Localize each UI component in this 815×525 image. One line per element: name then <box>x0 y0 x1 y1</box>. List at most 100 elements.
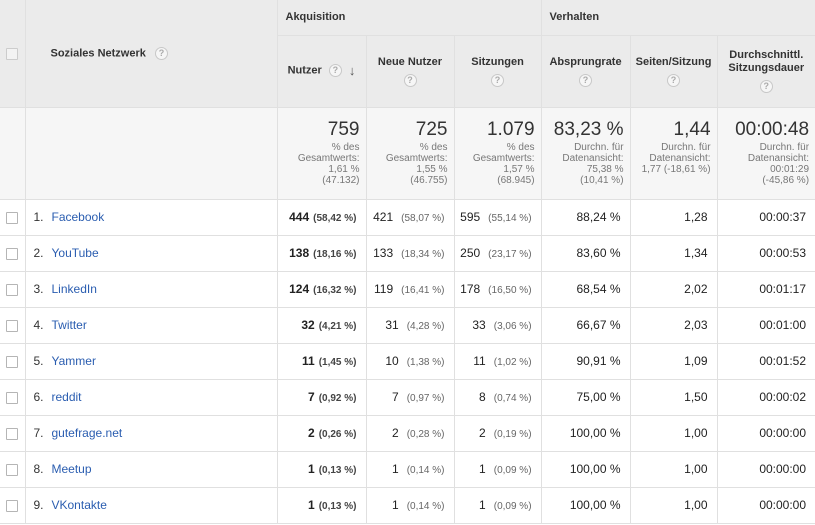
help-icon[interactable]: ? <box>328 64 342 78</box>
sessions-pct: (0,09 %) <box>493 501 532 512</box>
col-pages-per-session[interactable]: Seiten/Sitzung ? <box>630 35 718 108</box>
row-checkbox[interactable] <box>6 283 19 296</box>
row-checkbox[interactable] <box>6 391 19 404</box>
new-users-value: 119 <box>374 282 394 296</box>
help-icon[interactable]: ? <box>667 73 681 87</box>
network-link[interactable]: LinkedIn <box>51 282 97 296</box>
sort-desc-icon[interactable]: ↓ <box>348 63 356 79</box>
users-cell: 11 (1,45 %) <box>277 343 367 380</box>
col-avg-session-duration[interactable]: Durchschnittl. Sitzungsdauer ? <box>717 35 815 108</box>
totals-note: 00:01:29 <box>770 163 810 175</box>
col-label: Durchschnittl. Sitzungsdauer <box>728 49 805 74</box>
users-cell: 124 (16,32 %) <box>277 271 367 308</box>
new-users-cell: 421 (58,07 %) <box>366 199 455 236</box>
users-value: 11 <box>302 354 315 368</box>
col-users[interactable]: Nutzer ? ↓ <box>277 35 367 108</box>
sessions-pct: (16,50 %) <box>488 285 532 296</box>
network-link[interactable]: Facebook <box>51 210 105 224</box>
network-link[interactable]: VKontakte <box>51 498 107 512</box>
col-bounce-rate[interactable]: Absprungrate ? <box>541 35 631 108</box>
new-users-value: 421 <box>373 210 394 224</box>
sessions-cell: 595 (55,14 %) <box>454 199 542 236</box>
new-users-value: 31 <box>385 318 399 332</box>
network-link[interactable]: Yammer <box>51 354 96 368</box>
help-icon[interactable]: ? <box>154 46 168 60</box>
new-users-cell: 31 (4,28 %) <box>366 307 455 344</box>
users-value: 124 <box>289 282 310 296</box>
col-label: Seiten/Sitzung <box>635 55 712 68</box>
row-select-cell <box>0 487 26 524</box>
help-icon[interactable]: ? <box>579 73 593 87</box>
pages-per-session-cell: 1,34 <box>630 235 718 272</box>
totals-cell: 1.079% des Gesamtwerts: 1,57 % (68.945) <box>454 107 542 200</box>
network-link[interactable]: gutefrage.net <box>51 426 123 440</box>
col-sessions[interactable]: Sitzungen ? <box>454 35 542 108</box>
row-index: 9. <box>33 498 44 512</box>
users-cell: 32 (4,21 %) <box>277 307 367 344</box>
row-select-cell <box>0 451 26 488</box>
pages-per-session-cell: 1,28 <box>630 199 718 236</box>
row-checkbox[interactable] <box>6 427 19 440</box>
pages-per-session-cell: 2,02 <box>630 271 718 308</box>
sessions-cell: 8 (0,74 %) <box>454 379 542 416</box>
dimension-header[interactable]: Soziales Netzwerk ? <box>25 0 278 108</box>
col-new-users[interactable]: Neue Nutzer ? <box>366 35 455 108</box>
row-checkbox[interactable] <box>6 211 19 224</box>
new-users-pct: (16,41 %) <box>401 285 445 296</box>
row-checkbox[interactable] <box>6 247 19 260</box>
help-icon[interactable]: ? <box>491 73 505 87</box>
sessions-value: 8 <box>479 390 486 404</box>
dimension-cell: 3. LinkedIn <box>25 271 278 308</box>
duration-cell: 00:00:00 <box>717 451 815 488</box>
totals-note: Datenansicht: <box>649 152 711 164</box>
network-link[interactable]: reddit <box>51 390 82 404</box>
totals-note: Datenansicht: <box>747 152 810 164</box>
bounce-cell: 100,00 % <box>541 415 631 452</box>
sessions-value: 250 <box>460 246 481 260</box>
row-checkbox[interactable] <box>6 319 19 332</box>
row-index: 7. <box>33 426 44 440</box>
table-row: 3. LinkedIn 124 (16,32 %) 119 (16,41 %) 178 (16… <box>0 271 815 308</box>
new-users-pct: (1,38 %) <box>406 357 445 368</box>
new-users-value: 1 <box>392 462 399 476</box>
select-all-cell <box>0 0 26 108</box>
new-users-pct: (0,14 %) <box>406 465 445 476</box>
row-select-cell <box>0 415 26 452</box>
new-users-pct: (0,14 %) <box>406 501 445 512</box>
bounce-cell: 100,00 % <box>541 487 631 524</box>
sessions-cell: 250 (23,17 %) <box>454 235 542 272</box>
table-row: 2. YouTube 138 (18,16 %) 133 (18,34 %) 250 (23,… <box>0 235 815 272</box>
new-users-cell: 7 (0,97 %) <box>366 379 455 416</box>
help-icon[interactable]: ? <box>403 73 417 87</box>
select-all-checkbox[interactable] <box>6 48 19 61</box>
totals-cell: 83,23 % Durchn. für Datenansicht: 75,38 % (1… <box>541 107 631 200</box>
sessions-value: 2 <box>479 426 486 440</box>
col-label: Neue Nutzer <box>377 55 443 68</box>
totals-cell: 00:00:48 Durchn. für Datenansicht: 00:01:29… <box>717 107 815 200</box>
new-users-pct: (0,97 %) <box>406 393 445 404</box>
network-link[interactable]: Meetup <box>51 462 92 476</box>
totals-row: 759% des Gesamtwerts: 1,61 % (47.132) 725% d… <box>0 107 815 200</box>
totals-note: (47.132) <box>322 174 360 186</box>
bounce-cell: 83,60 % <box>541 235 631 272</box>
duration-cell: 00:00:02 <box>717 379 815 416</box>
sessions-value: 11 <box>473 354 486 368</box>
network-link[interactable]: Twitter <box>51 318 87 332</box>
network-link[interactable]: YouTube <box>51 246 99 260</box>
totals-note: Datenansicht: <box>562 152 624 164</box>
new-users-pct: (4,28 %) <box>406 321 445 332</box>
totals-cell: 725% des Gesamtwerts: 1,55 % (46.755) <box>366 107 455 200</box>
row-checkbox[interactable] <box>6 463 19 476</box>
users-cell: 138 (18,16 %) <box>277 235 367 272</box>
row-index: 8. <box>33 462 44 476</box>
totals-note: Gesamtwerts: <box>472 152 535 164</box>
row-checkbox[interactable] <box>6 355 19 368</box>
help-icon[interactable]: ? <box>759 80 773 93</box>
users-value: 32 <box>301 318 315 332</box>
totals-value: 759 <box>327 118 360 140</box>
row-checkbox[interactable] <box>6 499 19 512</box>
users-value: 1 <box>308 498 315 512</box>
totals-note: 1,77 (-18,61 %) <box>641 163 711 175</box>
duration-cell: 00:00:00 <box>717 487 815 524</box>
